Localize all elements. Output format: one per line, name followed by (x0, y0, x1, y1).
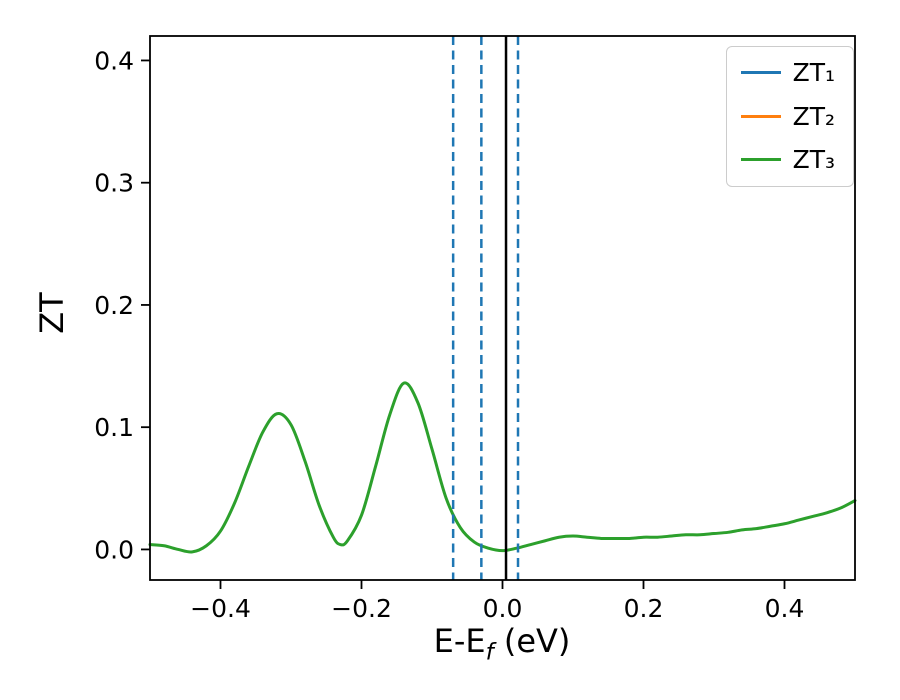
legend-entry-2: ZT₂ (740, 101, 835, 131)
x-tick-label: 0.4 (765, 594, 805, 623)
legend-line-sample (740, 158, 781, 162)
y-tick-label: 0.2 (94, 291, 134, 320)
y-tick-label: 0.0 (94, 535, 134, 564)
x-tick-label: 0.0 (483, 594, 523, 623)
x-axis-label-post: (eV) (493, 622, 571, 660)
legend-label: ZT₃ (792, 145, 835, 174)
legend: ZT₁ ZT₂ ZT₃ (725, 46, 854, 187)
legend-label: ZT₁ (792, 58, 835, 87)
series-curve-1 (148, 381, 857, 554)
x-axis-label: E-Ef (eV) (352, 622, 652, 665)
y-tick-label: 0.4 (94, 46, 134, 75)
x-tick-label: 0.2 (624, 594, 664, 623)
legend-line-sample (740, 71, 781, 75)
legend-entry-1: ZT₁ (740, 58, 835, 87)
x-tick-label: −0.2 (331, 594, 392, 623)
x-axis-label-pre: E-E (433, 622, 486, 660)
legend-label: ZT₂ (792, 101, 835, 131)
legend-line-sample (740, 114, 781, 118)
y-axis-label: ZT (33, 292, 71, 334)
legend-entry-3: ZT₃ (740, 145, 835, 174)
y-tick-label: 0.3 (94, 169, 134, 198)
y-tick-label: 0.1 (94, 413, 134, 442)
x-axis-label-subscript: f (485, 639, 494, 666)
x-tick-label: −0.4 (190, 594, 251, 623)
